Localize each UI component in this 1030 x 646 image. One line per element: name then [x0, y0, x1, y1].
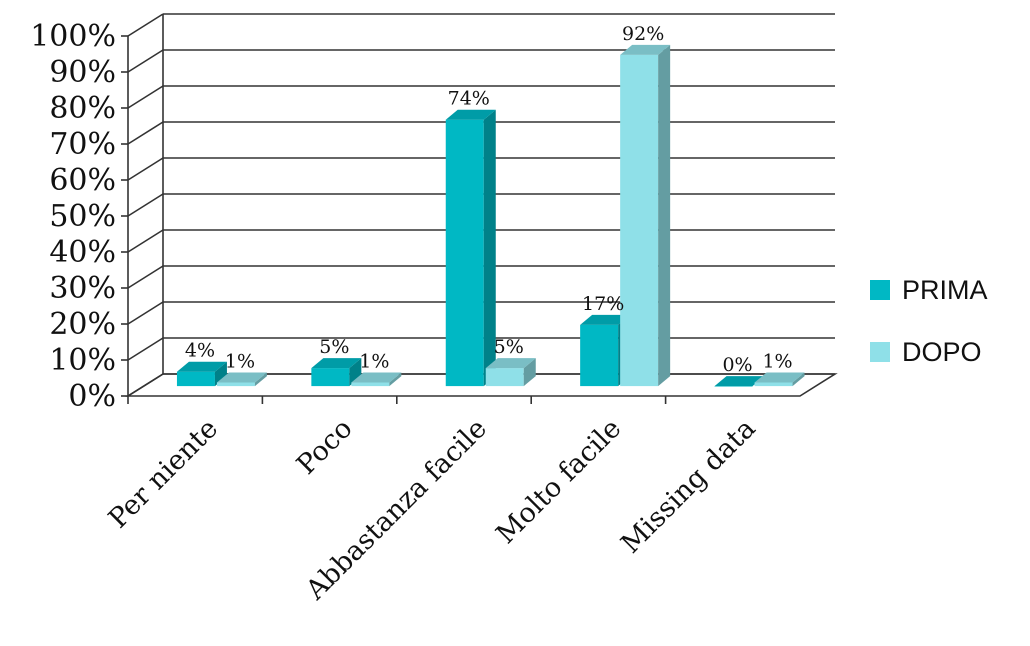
y-tick-label: 10%: [49, 343, 116, 378]
bar-prima-2: [445, 109, 496, 387]
data-label-prima: 17%: [582, 293, 624, 315]
gridline-side: [127, 157, 164, 181]
data-label-prima: 5%: [319, 336, 349, 358]
y-tick-label: 70%: [49, 127, 116, 162]
legend-label-prima: PRIMA: [902, 275, 988, 305]
axes: [121, 14, 838, 404]
category-label: Molto facile: [490, 413, 627, 550]
y-tick-label: 20%: [49, 307, 116, 342]
data-labels: 4% 1% 5% 1% 74% 5% 17% 92% 0% 1%: [185, 23, 793, 376]
bar-prima-0: [176, 361, 227, 387]
bar-dopo-1: [351, 372, 402, 387]
y-tick-label: 40%: [49, 235, 116, 270]
bar-dopo-0: [216, 372, 267, 387]
gridline-side: [127, 85, 164, 109]
gridline-side: [127, 193, 164, 217]
data-label-dopo: 92%: [622, 23, 664, 45]
category-label: Missing data: [615, 413, 762, 560]
data-label-prima: 4%: [185, 340, 215, 362]
data-label-prima: 0%: [722, 354, 752, 376]
legend-swatch-dopo: [870, 342, 890, 362]
y-tick-label: 80%: [49, 91, 116, 126]
category-label: Per niente: [103, 413, 224, 534]
y-tick-label: 0%: [68, 379, 116, 414]
bar-prima-4: [714, 376, 765, 387]
data-label-dopo: 1%: [225, 351, 255, 373]
bar-dopo-3: [620, 44, 671, 387]
gridline-side: [127, 49, 164, 73]
y-tick-label: 100%: [30, 19, 116, 54]
gridlines: [127, 13, 835, 397]
bar-dopo-4: [754, 372, 805, 387]
gridline-side: [127, 121, 164, 145]
category-label: Poco: [291, 413, 359, 481]
gridline-side: [127, 301, 164, 325]
gridline-side: [127, 229, 164, 253]
bar-dopo-2: [485, 358, 536, 387]
legend: PRIMA DOPO: [870, 275, 988, 367]
data-label-dopo: 1%: [359, 351, 389, 373]
floor: [125, 373, 838, 397]
gridline-side: [127, 337, 164, 361]
bar-prima-1: [311, 358, 362, 387]
data-label-dopo: 5%: [494, 336, 524, 358]
y-tick-labels: 0%10%20%30%40%50%60%70%80%90%100%: [30, 19, 116, 414]
gridline-side: [127, 265, 164, 289]
bars: [176, 44, 805, 387]
y-tick-label: 90%: [49, 55, 116, 90]
y-tick-label: 60%: [49, 163, 116, 198]
legend-label-dopo: DOPO: [902, 337, 982, 367]
y-tick-label: 50%: [49, 199, 116, 234]
legend-swatch-prima: [870, 280, 890, 300]
data-label-dopo: 1%: [762, 351, 792, 373]
y-tick-label: 30%: [49, 271, 116, 306]
data-label-prima: 74%: [448, 88, 490, 110]
gridline-side: [127, 13, 164, 37]
